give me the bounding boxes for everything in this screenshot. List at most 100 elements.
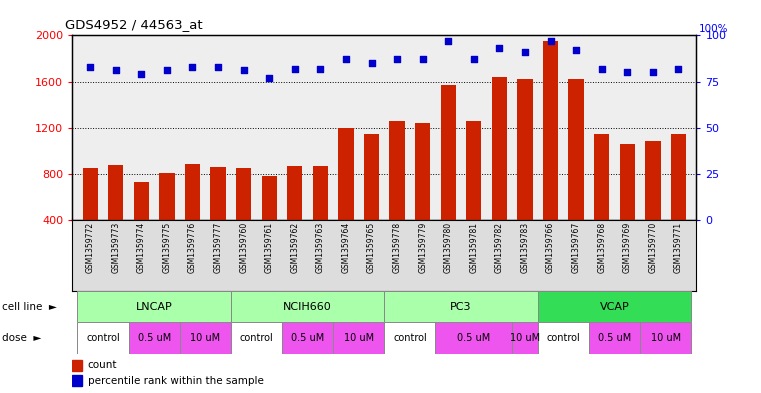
Text: 10 uM: 10 uM: [344, 333, 374, 343]
Bar: [72, 360, 82, 371]
Text: count: count: [88, 360, 117, 371]
Point: [110, 67, 122, 73]
Text: GSM1359777: GSM1359777: [214, 222, 222, 274]
Point: [596, 66, 608, 72]
Bar: [589, 322, 640, 354]
Text: GSM1359768: GSM1359768: [597, 222, 607, 273]
Point: [468, 56, 480, 62]
Bar: [134, 182, 149, 266]
Bar: [390, 121, 405, 266]
Bar: [492, 77, 507, 266]
Point: [672, 66, 684, 72]
Text: control: control: [393, 333, 427, 343]
Text: GSM1359770: GSM1359770: [648, 222, 658, 274]
Text: GSM1359767: GSM1359767: [572, 222, 581, 274]
Text: 0.5 uM: 0.5 uM: [598, 333, 631, 343]
Text: LNCAP: LNCAP: [135, 301, 173, 312]
Bar: [78, 291, 231, 322]
Text: 0.5 uM: 0.5 uM: [291, 333, 324, 343]
Point: [84, 64, 97, 70]
Bar: [594, 134, 610, 266]
Bar: [72, 375, 82, 386]
Bar: [466, 121, 482, 266]
Point: [340, 56, 352, 62]
Point: [391, 56, 403, 62]
Text: GSM1359779: GSM1359779: [418, 222, 427, 274]
Bar: [339, 128, 354, 266]
Text: GSM1359773: GSM1359773: [111, 222, 120, 274]
Point: [416, 56, 428, 62]
Point: [314, 66, 326, 72]
Text: GSM1359775: GSM1359775: [162, 222, 171, 274]
Text: GSM1359769: GSM1359769: [622, 222, 632, 274]
Bar: [384, 291, 538, 322]
Text: GSM1359766: GSM1359766: [546, 222, 555, 274]
Bar: [543, 41, 559, 266]
Point: [237, 67, 250, 73]
Bar: [210, 167, 226, 266]
Bar: [236, 168, 251, 266]
Point: [647, 69, 659, 75]
Bar: [108, 165, 123, 266]
Bar: [333, 322, 384, 354]
Bar: [364, 134, 379, 266]
Text: GSM1359771: GSM1359771: [674, 222, 683, 273]
Text: control: control: [240, 333, 273, 343]
Point: [519, 49, 531, 55]
Point: [621, 69, 633, 75]
Bar: [415, 123, 430, 266]
Text: 0.5 uM: 0.5 uM: [138, 333, 170, 343]
Bar: [568, 79, 584, 266]
Bar: [231, 322, 282, 354]
Bar: [82, 168, 98, 266]
Text: dose  ►: dose ►: [2, 333, 41, 343]
Bar: [670, 134, 686, 266]
Text: GSM1359764: GSM1359764: [342, 222, 351, 274]
Text: PC3: PC3: [451, 301, 472, 312]
Bar: [538, 291, 691, 322]
Bar: [435, 322, 512, 354]
Text: GSM1359761: GSM1359761: [265, 222, 274, 273]
Text: 100%: 100%: [699, 24, 728, 34]
Bar: [640, 322, 691, 354]
Bar: [159, 173, 174, 266]
Text: 0.5 uM: 0.5 uM: [457, 333, 490, 343]
Text: control: control: [546, 333, 580, 343]
Text: percentile rank within the sample: percentile rank within the sample: [88, 376, 263, 386]
Text: GSM1359778: GSM1359778: [393, 222, 402, 273]
Text: GSM1359772: GSM1359772: [86, 222, 94, 273]
Text: VCAP: VCAP: [600, 301, 629, 312]
Bar: [282, 322, 333, 354]
Bar: [517, 79, 533, 266]
Bar: [538, 322, 589, 354]
Point: [263, 75, 275, 81]
Text: cell line  ►: cell line ►: [2, 301, 56, 312]
Point: [288, 66, 301, 72]
Bar: [384, 322, 435, 354]
Text: GSM1359783: GSM1359783: [521, 222, 530, 273]
Point: [442, 38, 454, 44]
Text: GSM1359781: GSM1359781: [470, 222, 479, 273]
Text: GSM1359776: GSM1359776: [188, 222, 197, 274]
Text: control: control: [86, 333, 120, 343]
Point: [493, 45, 505, 51]
Text: GSM1359762: GSM1359762: [290, 222, 299, 273]
Bar: [512, 322, 538, 354]
Text: GSM1359774: GSM1359774: [137, 222, 146, 274]
Point: [186, 64, 199, 70]
Point: [161, 67, 173, 73]
Text: GSM1359782: GSM1359782: [495, 222, 504, 273]
Bar: [645, 141, 661, 266]
Text: 10 uM: 10 uM: [510, 333, 540, 343]
Point: [135, 71, 148, 77]
Text: GDS4952 / 44563_at: GDS4952 / 44563_at: [65, 18, 202, 31]
Bar: [231, 291, 384, 322]
Bar: [180, 322, 231, 354]
Bar: [441, 85, 456, 266]
Point: [212, 64, 224, 70]
Text: NCIH660: NCIH660: [283, 301, 332, 312]
Text: GSM1359763: GSM1359763: [316, 222, 325, 274]
Bar: [287, 166, 302, 266]
Bar: [313, 165, 328, 266]
Point: [365, 60, 377, 66]
